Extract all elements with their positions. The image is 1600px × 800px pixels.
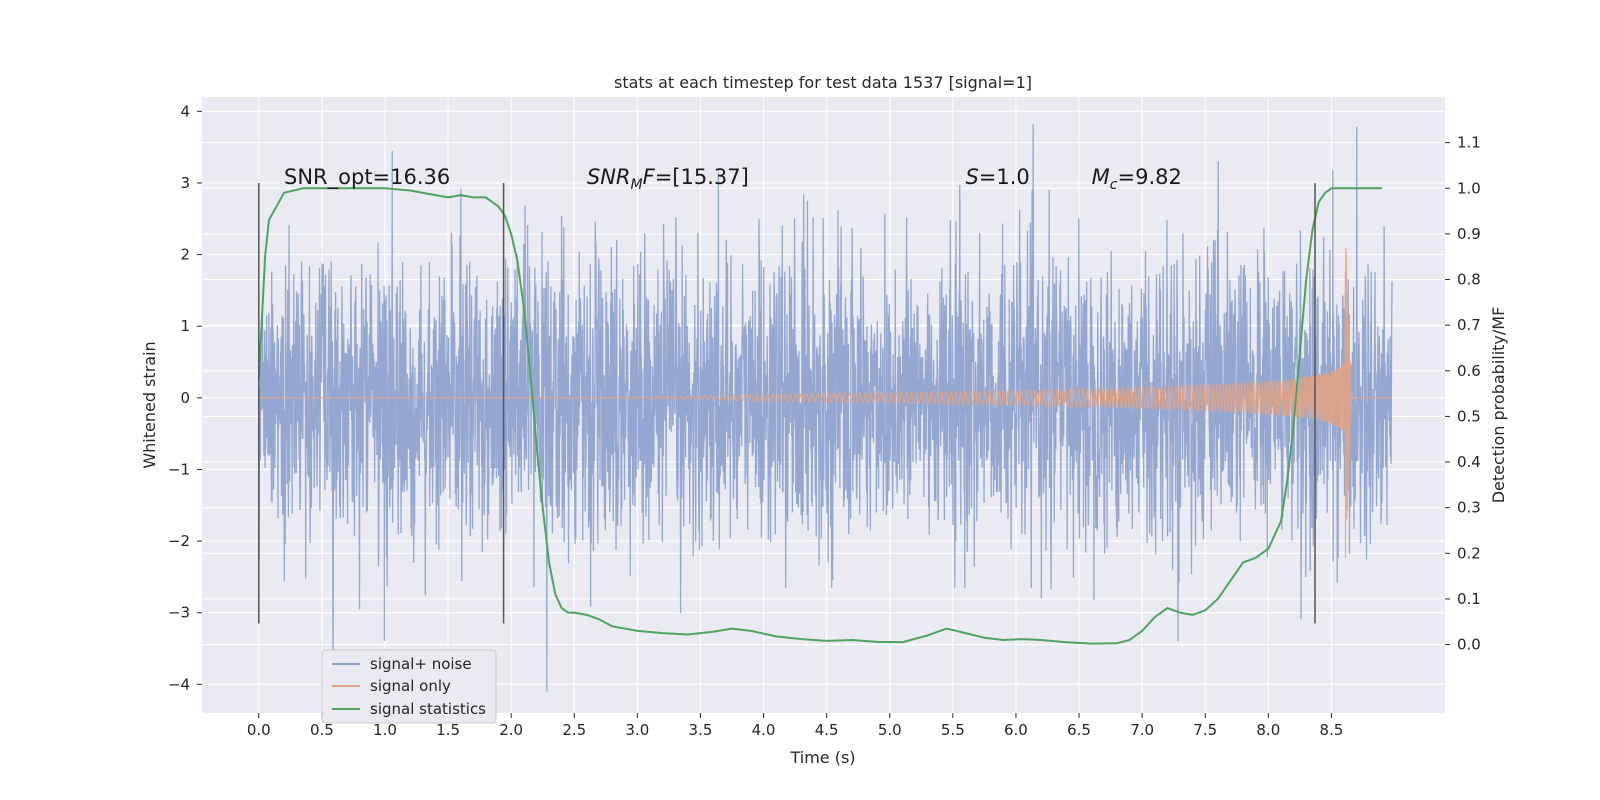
x-tick-label: 2.0 xyxy=(499,721,523,739)
x-tick-label: 3.5 xyxy=(689,721,713,739)
vertical-markers xyxy=(258,182,1316,624)
legend-label-stats: signal statistics xyxy=(370,700,486,718)
annotation-text: SNR_opt=16.36 xyxy=(284,165,450,190)
y-tick-label: −3 xyxy=(168,604,190,622)
y-right-tick-label: 0.2 xyxy=(1457,544,1481,562)
y-right-tick-label: 0.8 xyxy=(1457,271,1481,289)
x-tick-label: 4.5 xyxy=(815,721,839,739)
y-right-tick-label: 0.3 xyxy=(1457,499,1481,517)
y-tick-label: 2 xyxy=(180,246,190,264)
y-right-axis-ticks: 1.1 1.0 0.9 0.8 0.7 0.6 0.5 0.4 0.3 0.2 0.1 0.0 xyxy=(1445,134,1481,654)
legend-label-signal: signal only xyxy=(370,677,451,695)
x-axis-label: Time (s) xyxy=(789,748,855,767)
annotation-text: SNRMF=[15.37] xyxy=(587,165,749,193)
chart-title: stats at each timestep for test data 153… xyxy=(614,73,1032,92)
annotation-part: =1.0 xyxy=(979,165,1030,189)
x-tick-label: 5.5 xyxy=(941,721,965,739)
legend: signal+ noise signal only signal statist… xyxy=(321,649,497,724)
x-tick-label: 3.0 xyxy=(625,721,649,739)
y-tick-label: −2 xyxy=(168,532,190,550)
legend-label-noise: signal+ noise xyxy=(370,655,472,673)
x-tick-label: 4.0 xyxy=(752,721,776,739)
y-right-tick-label: 1.0 xyxy=(1457,179,1481,197)
x-axis-ticks: 0.0 0.5 1.0 1.5 2.0 2.5 3.0 3.5 4.0 4.5 5.0 5.5 6.0 6… xyxy=(247,713,1343,739)
x-tick-label: 6.5 xyxy=(1067,721,1091,739)
annotation-part: SNR xyxy=(587,165,631,189)
y-right-tick-label: 0.4 xyxy=(1457,453,1481,471)
annotation-part: c xyxy=(1110,177,1118,193)
annotation-part: F xyxy=(643,165,656,189)
annotation-text: Mc=9.82 xyxy=(1092,165,1182,193)
y-tick-label: 3 xyxy=(180,174,190,192)
legend-box xyxy=(321,649,497,724)
y-right-tick-label: 0.1 xyxy=(1457,590,1481,608)
signal-line xyxy=(258,247,1392,558)
series-signal-plus-noise xyxy=(258,123,1393,692)
annotation-part: M xyxy=(631,177,643,193)
noise-line xyxy=(258,123,1393,692)
y-right-tick-label: 0.5 xyxy=(1457,407,1481,425)
x-tick-label: 0.5 xyxy=(310,721,334,739)
annotation-part: =[15.37] xyxy=(655,165,749,189)
annotation-part: M xyxy=(1092,165,1110,189)
x-tick-label: 0.0 xyxy=(247,721,271,739)
x-tick-label: 6.0 xyxy=(1004,721,1028,739)
x-tick-label: 1.0 xyxy=(373,721,397,739)
annotations: SNR_opt=16.36 SNRMF=[15.37] S=1.0 Mc=9.82 xyxy=(284,165,1182,193)
y-tick-label: −4 xyxy=(168,675,190,693)
annotation-part: SNR_opt=16.36 xyxy=(284,165,450,190)
y-right-tick-label: 0.9 xyxy=(1457,225,1481,243)
y-axis-ticks: 4 3 2 1 0 −1 −2 −3 −4 xyxy=(168,102,202,693)
annotation-part: S xyxy=(965,165,978,189)
x-tick-label: 1.5 xyxy=(436,721,460,739)
x-tick-label: 5.0 xyxy=(878,721,902,739)
y-right-tick-label: 0.6 xyxy=(1457,362,1481,380)
y-right-axis-label: Detection probability/MF xyxy=(1489,307,1508,504)
y-right-tick-label: 1.1 xyxy=(1457,134,1481,152)
x-tick-label: 7.5 xyxy=(1193,721,1217,739)
y-tick-label: 0 xyxy=(180,389,190,407)
y-right-tick-label: 0.7 xyxy=(1457,316,1481,334)
y-right-tick-label: 0.0 xyxy=(1457,636,1481,654)
annotation-text: S=1.0 xyxy=(965,165,1029,189)
annotation-part: =9.82 xyxy=(1117,165,1181,189)
x-tick-label: 2.5 xyxy=(562,721,586,739)
x-tick-label: 8.0 xyxy=(1256,721,1280,739)
x-tick-label: 7.0 xyxy=(1130,721,1154,739)
y-tick-label: 1 xyxy=(180,317,190,335)
y-tick-label: 4 xyxy=(180,102,190,120)
y-tick-label: −1 xyxy=(168,460,190,478)
x-tick-label: 8.5 xyxy=(1319,721,1343,739)
y-axis-label: Whitened strain xyxy=(140,341,159,468)
series-signal-only xyxy=(258,247,1392,558)
stats-line xyxy=(257,187,1382,645)
series-signal-statistics xyxy=(257,187,1382,645)
